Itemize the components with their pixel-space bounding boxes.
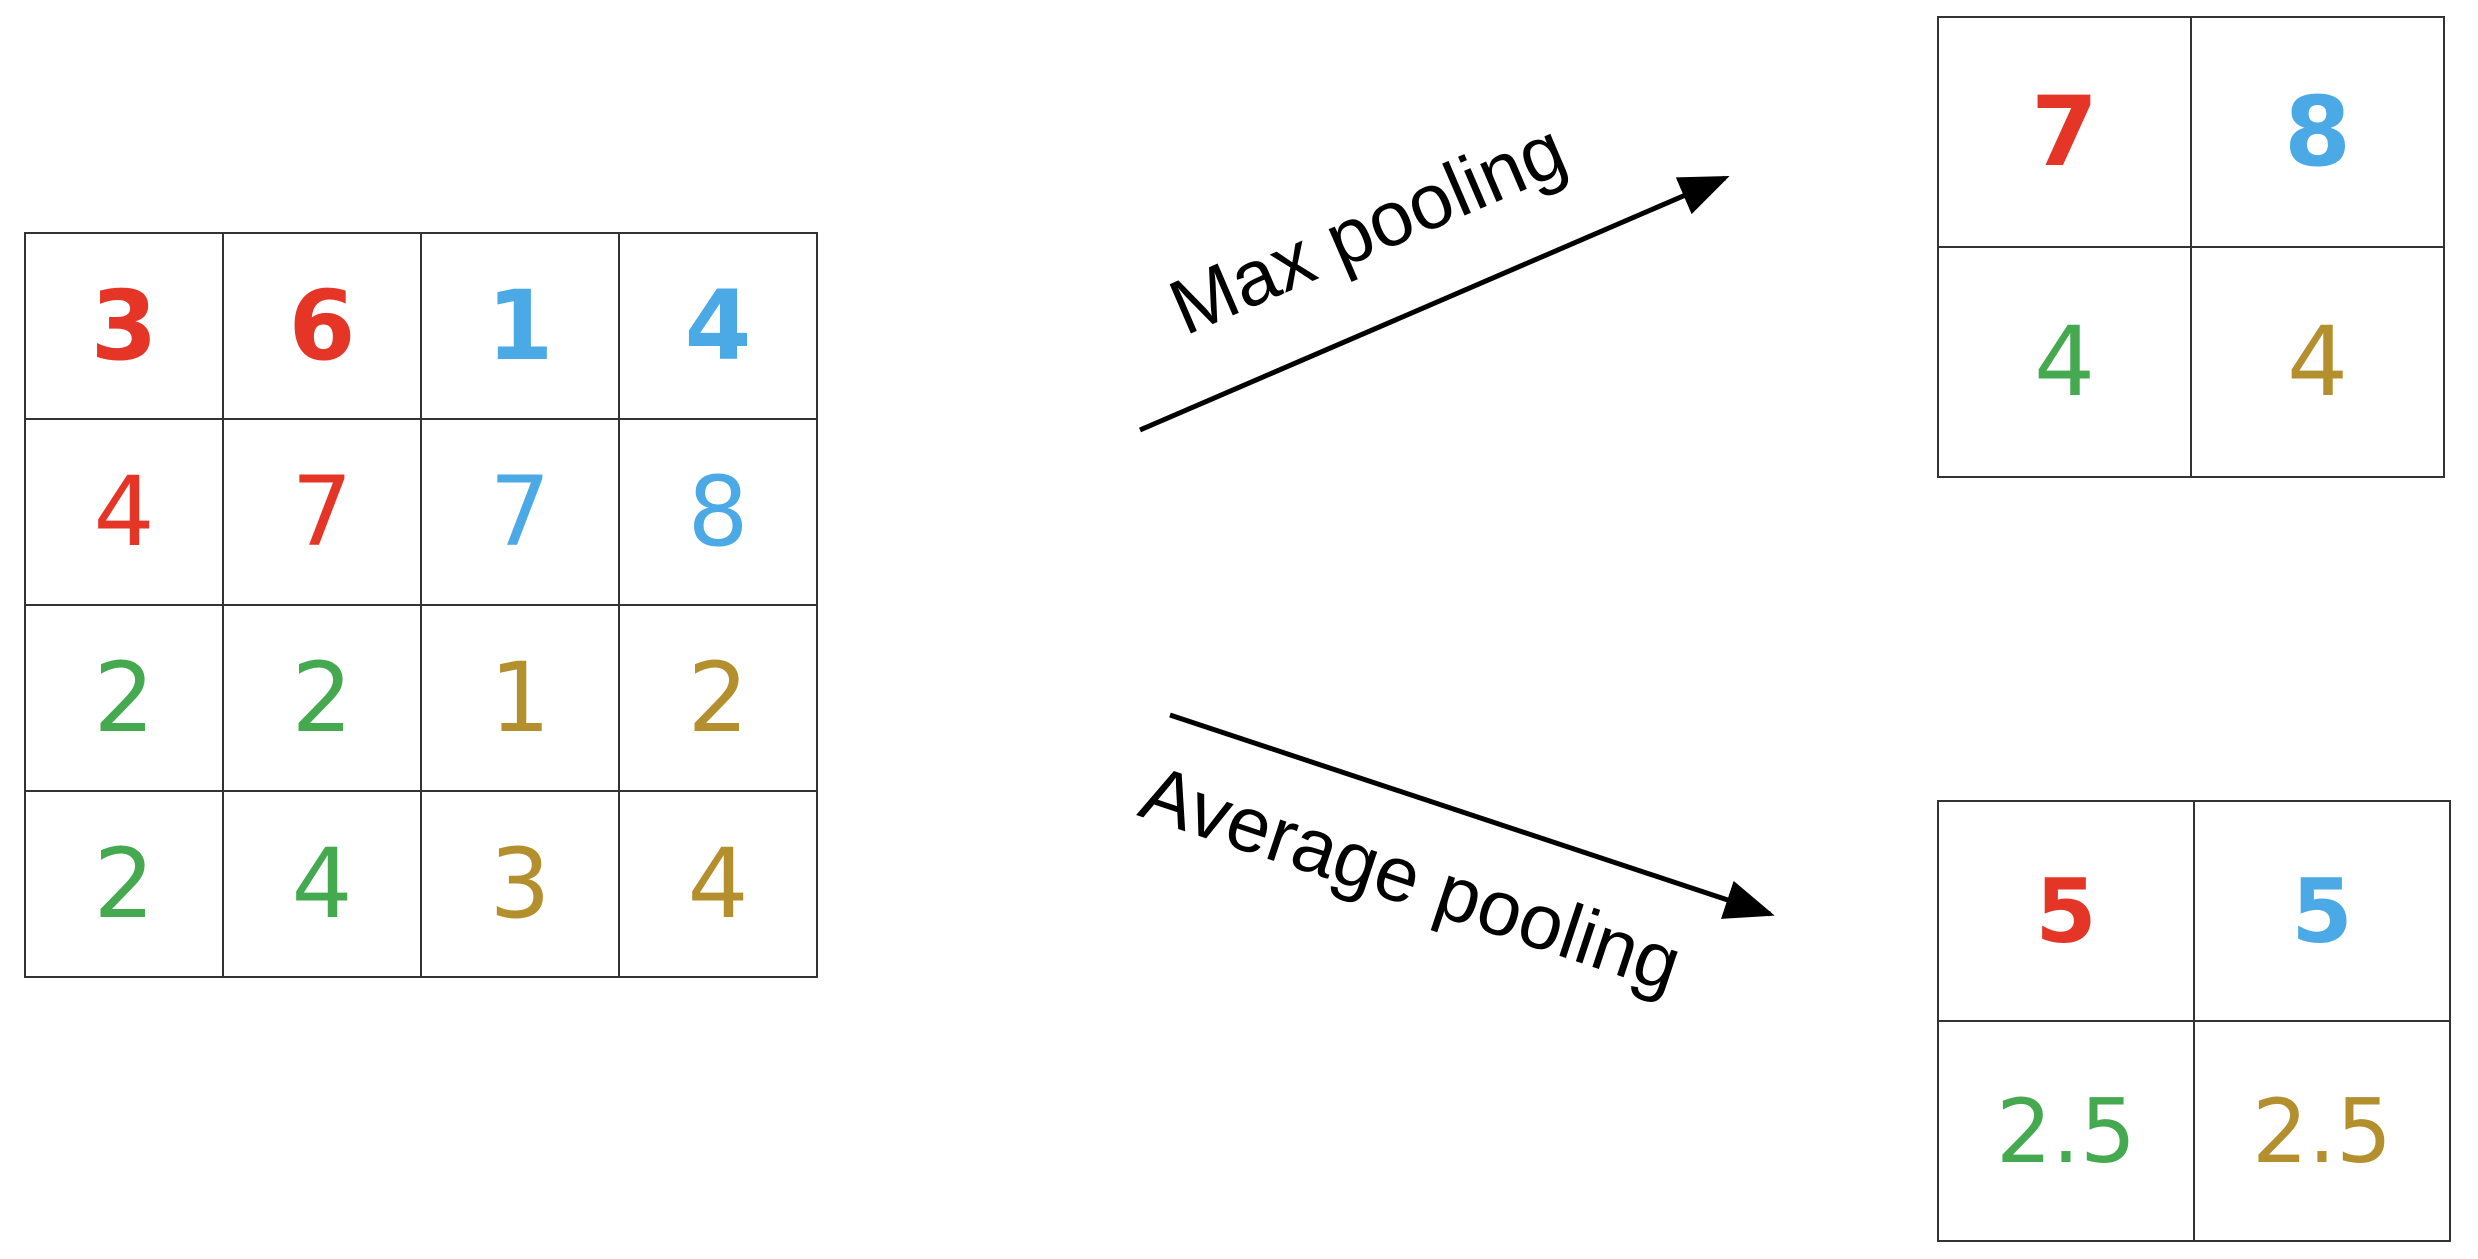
avg-cell: 5 [1937,800,2195,1022]
input-cell: 4 [618,232,818,420]
input-cell: 4 [618,790,818,978]
input-cell: 1 [420,604,620,792]
average-pooling-arrow [1169,712,1775,919]
input-cell: 4 [222,790,422,978]
input-cell: 8 [618,418,818,606]
average-pooling-result: 5 5 2.5 2.5 [1937,800,2451,1242]
avg-cell: 2.5 [2193,1020,2451,1242]
input-matrix: 3 6 1 4 4 7 7 8 2 2 1 2 2 4 3 4 [24,232,818,978]
input-cell: 4 [24,418,224,606]
input-row: 4 7 7 8 [24,418,818,606]
input-cell: 2 [222,604,422,792]
max-row: 4 4 [1937,246,2445,478]
max-cell: 4 [1937,246,2192,478]
input-cell: 2 [24,790,224,978]
input-cell: 2 [24,604,224,792]
max-pooling-result: 7 8 4 4 [1937,16,2445,478]
max-pooling-arrow [1139,175,1730,433]
max-pooling-label: Max pooling [1157,104,1578,351]
input-cell: 7 [222,418,422,606]
input-row: 3 6 1 4 [24,232,818,420]
input-cell: 1 [420,232,620,420]
input-row: 2 2 1 2 [24,604,818,792]
input-cell: 7 [420,418,620,606]
avg-row: 2.5 2.5 [1937,1020,2451,1242]
input-row: 2 4 3 4 [24,790,818,978]
average-pooling-label: Average pooling [1131,748,1692,1009]
max-cell: 8 [2190,16,2445,248]
input-cell: 3 [24,232,224,420]
input-cell: 6 [222,232,422,420]
avg-row: 5 5 [1937,800,2451,1022]
max-cell: 7 [1937,16,2192,248]
input-cell: 3 [420,790,620,978]
max-row: 7 8 [1937,16,2445,248]
max-cell: 4 [2190,246,2445,478]
avg-cell: 5 [2193,800,2451,1022]
input-cell: 2 [618,604,818,792]
avg-cell: 2.5 [1937,1020,2195,1242]
